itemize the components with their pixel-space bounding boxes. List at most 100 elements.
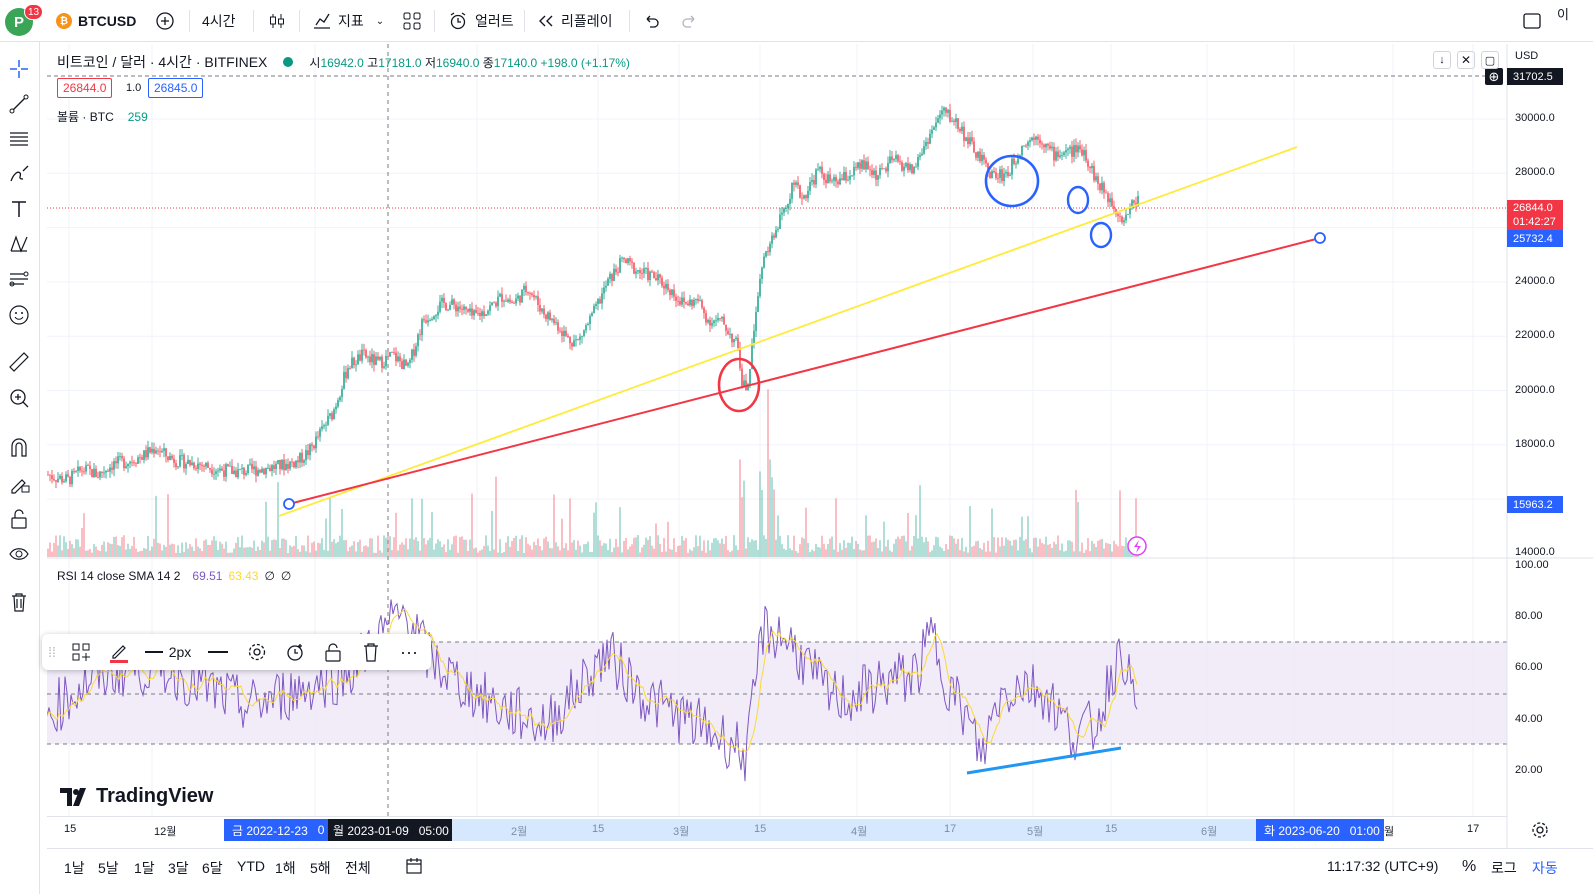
volume-bar <box>807 542 809 557</box>
forecast-icon[interactable] <box>4 264 34 294</box>
auto-scale-toggle[interactable]: 자동 <box>1532 860 1558 876</box>
candle-body <box>369 356 371 363</box>
volume-bar <box>909 550 911 557</box>
candle-body <box>115 461 117 464</box>
volume-bar <box>735 545 737 557</box>
trash-icon[interactable] <box>4 587 34 617</box>
candle-type-icon[interactable] <box>267 0 287 42</box>
volume-bar <box>73 548 75 557</box>
volume-bar <box>773 489 775 557</box>
time-axis[interactable] <box>47 816 1507 846</box>
drag-handle-icon[interactable]: ⁞⁞ <box>48 644 56 660</box>
more-options-icon[interactable]: ··· <box>400 641 418 662</box>
candle-body <box>989 172 991 179</box>
range-button-1[interactable]: 5날 <box>98 860 119 876</box>
range-button-0[interactable]: 1날 <box>64 860 85 876</box>
range-button-2[interactable]: 1달 <box>134 860 155 876</box>
close-pane-icon[interactable]: ✕ <box>1457 51 1475 69</box>
candle-body <box>863 160 865 170</box>
chart-title[interactable]: 비트코인 / 달러 · 4시간 · BITFINEX <box>57 54 268 70</box>
volume-bar <box>95 546 97 557</box>
volume-bar <box>733 535 735 557</box>
volume-bar <box>119 545 121 557</box>
candle-body <box>503 300 505 302</box>
range-button-7[interactable]: 5해 <box>310 860 331 876</box>
candle-body <box>305 450 307 461</box>
log-scale-toggle[interactable]: 로그 <box>1491 860 1517 876</box>
percent-scale-toggle[interactable]: % <box>1462 858 1477 875</box>
volume-bar <box>165 546 167 557</box>
candle-body <box>615 268 617 273</box>
trend-line-icon[interactable] <box>4 89 34 119</box>
chart-area[interactable]: USD 30000.028000.026000.024000.022000.02… <box>47 44 1593 894</box>
zoom-in-icon[interactable] <box>4 383 34 413</box>
interval-button[interactable]: 4시간 <box>202 13 236 29</box>
chart-legend: 비트코인 / 달러 · 4시간 · BITFINEX 시16942.0 고171… <box>57 52 630 72</box>
time-tick-label: 17 <box>1467 823 1480 835</box>
candle-body <box>1075 145 1077 153</box>
redo-icon[interactable] <box>680 0 698 42</box>
collapse-arrow-icon[interactable]: ↓ <box>1433 51 1451 69</box>
range-button-4[interactable]: 6달 <box>202 860 223 876</box>
clock-timezone[interactable]: 11:17:32 (UTC+9) <box>1327 858 1439 874</box>
volume-bar <box>445 552 447 557</box>
maximize-pane-icon[interactable]: ▢ <box>1481 51 1499 69</box>
range-button-6[interactable]: 1해 <box>275 860 296 876</box>
buy-price-box[interactable]: 26845.0 <box>148 78 204 98</box>
candle-body <box>135 463 137 465</box>
brush-icon[interactable] <box>4 159 34 189</box>
add-alert-clock-icon[interactable] <box>276 634 314 670</box>
candle-body <box>511 301 513 303</box>
layouts-grid-icon[interactable] <box>403 0 421 42</box>
alert-button[interactable]: 얼러트 <box>448 0 514 42</box>
candle-body <box>393 352 395 354</box>
ruler-icon[interactable] <box>4 347 34 377</box>
candle-body <box>545 314 547 320</box>
candle-body <box>923 146 925 154</box>
symbol-search-button[interactable]: ₿ BTCUSD <box>56 0 136 42</box>
candle-body <box>809 181 811 191</box>
volume-bar <box>829 538 831 557</box>
currency-label[interactable]: USD <box>1515 50 1539 62</box>
magnet-icon[interactable] <box>4 432 34 462</box>
fullscreen-icon[interactable] <box>1522 0 1542 42</box>
candle-body <box>297 460 299 463</box>
eye-icon[interactable] <box>4 539 34 569</box>
fib-retracement-icon[interactable] <box>4 124 34 154</box>
range-button-8[interactable]: 전체 <box>345 860 371 876</box>
axis-settings-gear-icon[interactable] <box>1530 820 1550 840</box>
line-color-pencil-icon[interactable] <box>100 634 138 670</box>
line-style-icon[interactable] <box>198 634 238 670</box>
volume-bar <box>935 536 937 557</box>
volume-bar <box>511 540 513 557</box>
unlock-icon[interactable] <box>4 504 34 534</box>
undo-icon[interactable] <box>643 0 661 42</box>
lock-icon[interactable] <box>314 634 352 670</box>
templates-icon[interactable] <box>62 634 100 670</box>
volume-bar <box>127 543 129 557</box>
volume-bar <box>881 551 883 557</box>
volume-bar <box>371 538 373 557</box>
compare-add-icon[interactable] <box>155 0 175 42</box>
add-alert-plus-icon[interactable]: ⊕ <box>1485 68 1503 85</box>
pattern-icon[interactable] <box>4 229 34 259</box>
volume-bar <box>171 543 173 557</box>
sell-price-box[interactable]: 26844.0 <box>57 78 113 98</box>
range-button-5[interactable]: YTD <box>237 858 265 874</box>
lock-drawing-icon[interactable] <box>4 468 34 498</box>
settings-gear-icon[interactable] <box>238 634 276 670</box>
text-tool-icon[interactable] <box>4 194 34 224</box>
volume-bar <box>737 549 739 557</box>
replay-button[interactable]: 리플레이 <box>537 0 613 42</box>
smiley-icon[interactable] <box>4 300 34 330</box>
chart-canvas[interactable] <box>47 44 1593 850</box>
volume-bar <box>871 542 873 557</box>
indicators-button[interactable]: 지표 ⌄ <box>312 0 384 42</box>
line-width-button[interactable]: 2px <box>138 634 198 670</box>
lightning-icon[interactable] <box>1127 536 1147 556</box>
goto-date-icon[interactable] <box>405 857 423 878</box>
delete-icon[interactable] <box>352 634 390 670</box>
volume-bar <box>709 550 711 557</box>
crosshair-icon[interactable] <box>4 54 34 84</box>
range-button-3[interactable]: 3달 <box>168 860 189 876</box>
